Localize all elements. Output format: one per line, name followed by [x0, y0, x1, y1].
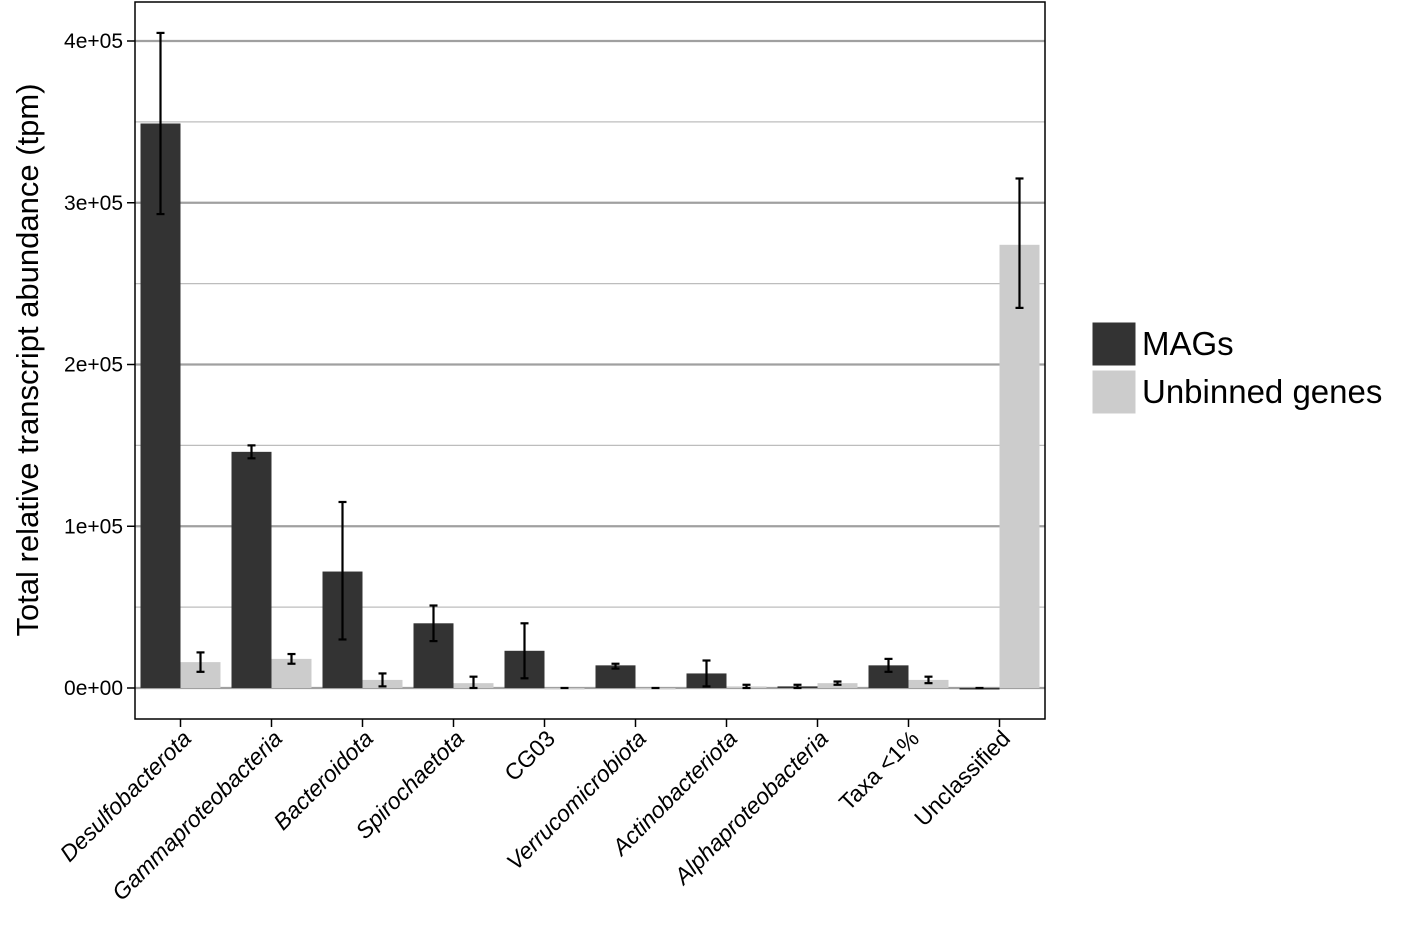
y-axis-title: Total relative transcript abundance (tpm… — [10, 83, 45, 636]
bar-mags-gammaproteobacteria — [231, 451, 272, 688]
legend-label-mags: MAGs — [1142, 325, 1234, 362]
y-axis: 0e+00 1e+05 2e+05 3e+05 4e+05 — [64, 30, 135, 700]
y-tick-label: 3e+05 — [64, 192, 123, 215]
y-tick-label: 1e+05 — [64, 515, 123, 538]
bar-mags-verrucomicrobiota — [595, 665, 636, 688]
bar-mags-taxa-1- — [868, 665, 909, 688]
bars — [140, 123, 1040, 690]
x-tick-label: CG03 — [499, 725, 560, 786]
legend-label-unbinned: Unbinned genes — [1142, 373, 1382, 410]
y-tick-label: 0e+00 — [64, 677, 123, 700]
x-tick-label: Unclassified — [909, 725, 1015, 831]
x-axis: DesulfobacterotaGammaproteobacteriaBacte… — [55, 719, 1015, 905]
plot-panel-border — [134, 1, 1046, 720]
x-tick-label: Gammaproteobacteria — [107, 725, 287, 905]
gridlines — [135, 39, 1045, 690]
legend-key-mags — [1091, 321, 1137, 367]
y-tick-label: 4e+05 — [64, 30, 123, 53]
error-bars — [156, 31, 1024, 690]
bar-unbinned-unclassified — [999, 244, 1040, 688]
x-tick-label: Alphaproteobacteria — [668, 725, 833, 890]
y-tick-label: 2e+05 — [64, 354, 123, 377]
legend-key-unbinned — [1091, 369, 1137, 415]
bar-mags-desulfobacterota — [140, 123, 181, 689]
x-tick-label: Taxa <1% — [834, 725, 924, 815]
legend: MAGs Unbinned genes — [1091, 321, 1382, 415]
